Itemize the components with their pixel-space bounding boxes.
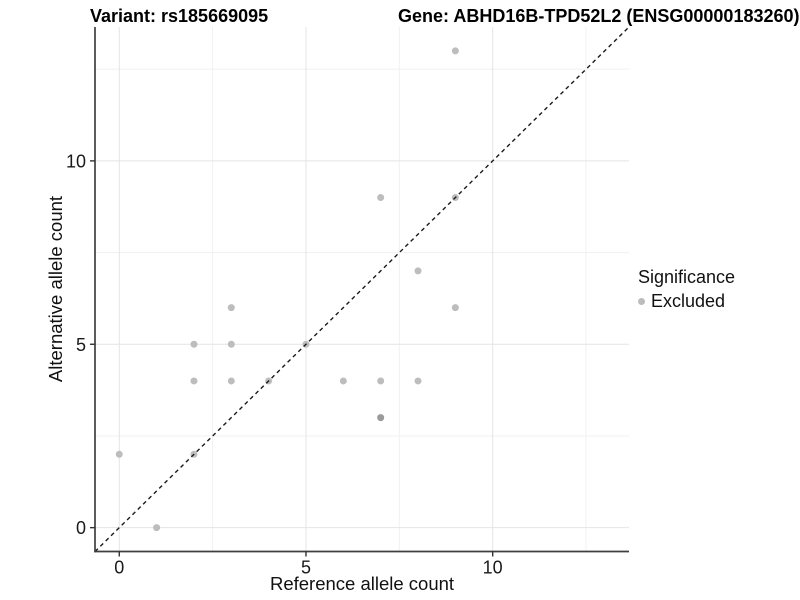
data-point	[339, 377, 347, 385]
data-point	[451, 47, 459, 55]
gene-title: Gene: ABHD16B-TPD52L2 (ENSG00000183260)	[398, 6, 800, 26]
data-point	[377, 377, 385, 385]
x-tick-label: 5	[301, 558, 311, 578]
legend: Significance Excluded	[638, 267, 735, 312]
variant-title: Variant: rs185669095	[90, 6, 269, 26]
data-point	[451, 304, 459, 312]
data-point	[115, 450, 123, 458]
data-point	[227, 340, 235, 348]
identity-line	[94, 26, 630, 552]
data-point	[414, 377, 422, 385]
legend-item-excluded: Excluded	[638, 291, 735, 312]
data-point	[190, 340, 198, 348]
x-tick-label: 10	[483, 558, 503, 578]
data-point	[227, 377, 235, 385]
x-tick-label: 0	[114, 558, 124, 578]
legend-key-dot-icon	[638, 298, 645, 305]
y-tick-label: 0	[76, 518, 86, 538]
legend-title: Significance	[638, 267, 736, 287]
data-point	[227, 304, 235, 312]
y-tick-label: 5	[76, 335, 86, 355]
data-point	[377, 414, 385, 422]
x-axis-label: Reference allele count	[269, 573, 455, 594]
y-axis-label: Alternative allele count	[45, 195, 66, 383]
data-point	[414, 267, 422, 275]
data-point	[190, 377, 198, 385]
legend-item-label: Excluded	[651, 291, 726, 311]
data-point	[153, 524, 161, 532]
data-point	[377, 194, 385, 202]
y-tick-label: 10	[66, 151, 86, 171]
